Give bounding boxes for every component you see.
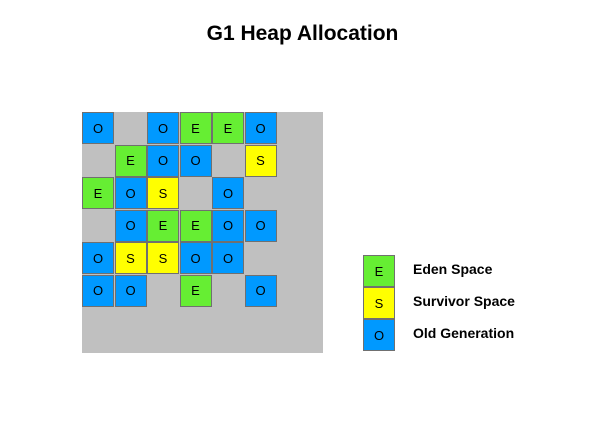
old-region: O (212, 209, 244, 242)
survivor-region: S (244, 144, 277, 177)
legend-eden-label: Eden Space (413, 261, 493, 277)
old-region: O (244, 209, 277, 242)
old-region: O (244, 274, 277, 307)
old-region: O (212, 177, 244, 209)
eden-region: E (147, 209, 179, 242)
page-title: G1 Heap Allocation (206, 22, 399, 45)
old-region: O (82, 274, 114, 307)
eden-region: E (179, 209, 212, 242)
old-region: O (147, 112, 179, 144)
legend-survivor-label: Survivor Space (413, 293, 515, 309)
survivor-region: S (147, 177, 179, 209)
eden-region: E (212, 112, 244, 144)
old-region: O (212, 242, 244, 274)
legend-survivor-swatch: S (363, 287, 395, 319)
legend-old-swatch: O (363, 319, 395, 351)
survivor-region: S (114, 242, 147, 274)
old-region: O (82, 242, 114, 274)
eden-region: E (179, 274, 212, 307)
old-region: O (114, 209, 147, 242)
eden-region: E (114, 144, 147, 177)
old-region: O (147, 144, 179, 177)
old-region: O (82, 112, 114, 144)
legend-old-label: Old Generation (413, 325, 515, 341)
eden-region: E (179, 112, 212, 144)
old-region: O (114, 274, 147, 307)
old-region: O (114, 177, 147, 209)
old-region: O (179, 144, 212, 177)
old-region: O (244, 112, 277, 144)
eden-region: E (82, 177, 114, 209)
survivor-region: S (147, 242, 179, 274)
old-region: O (179, 242, 212, 274)
legend-eden-swatch: E (363, 255, 395, 287)
